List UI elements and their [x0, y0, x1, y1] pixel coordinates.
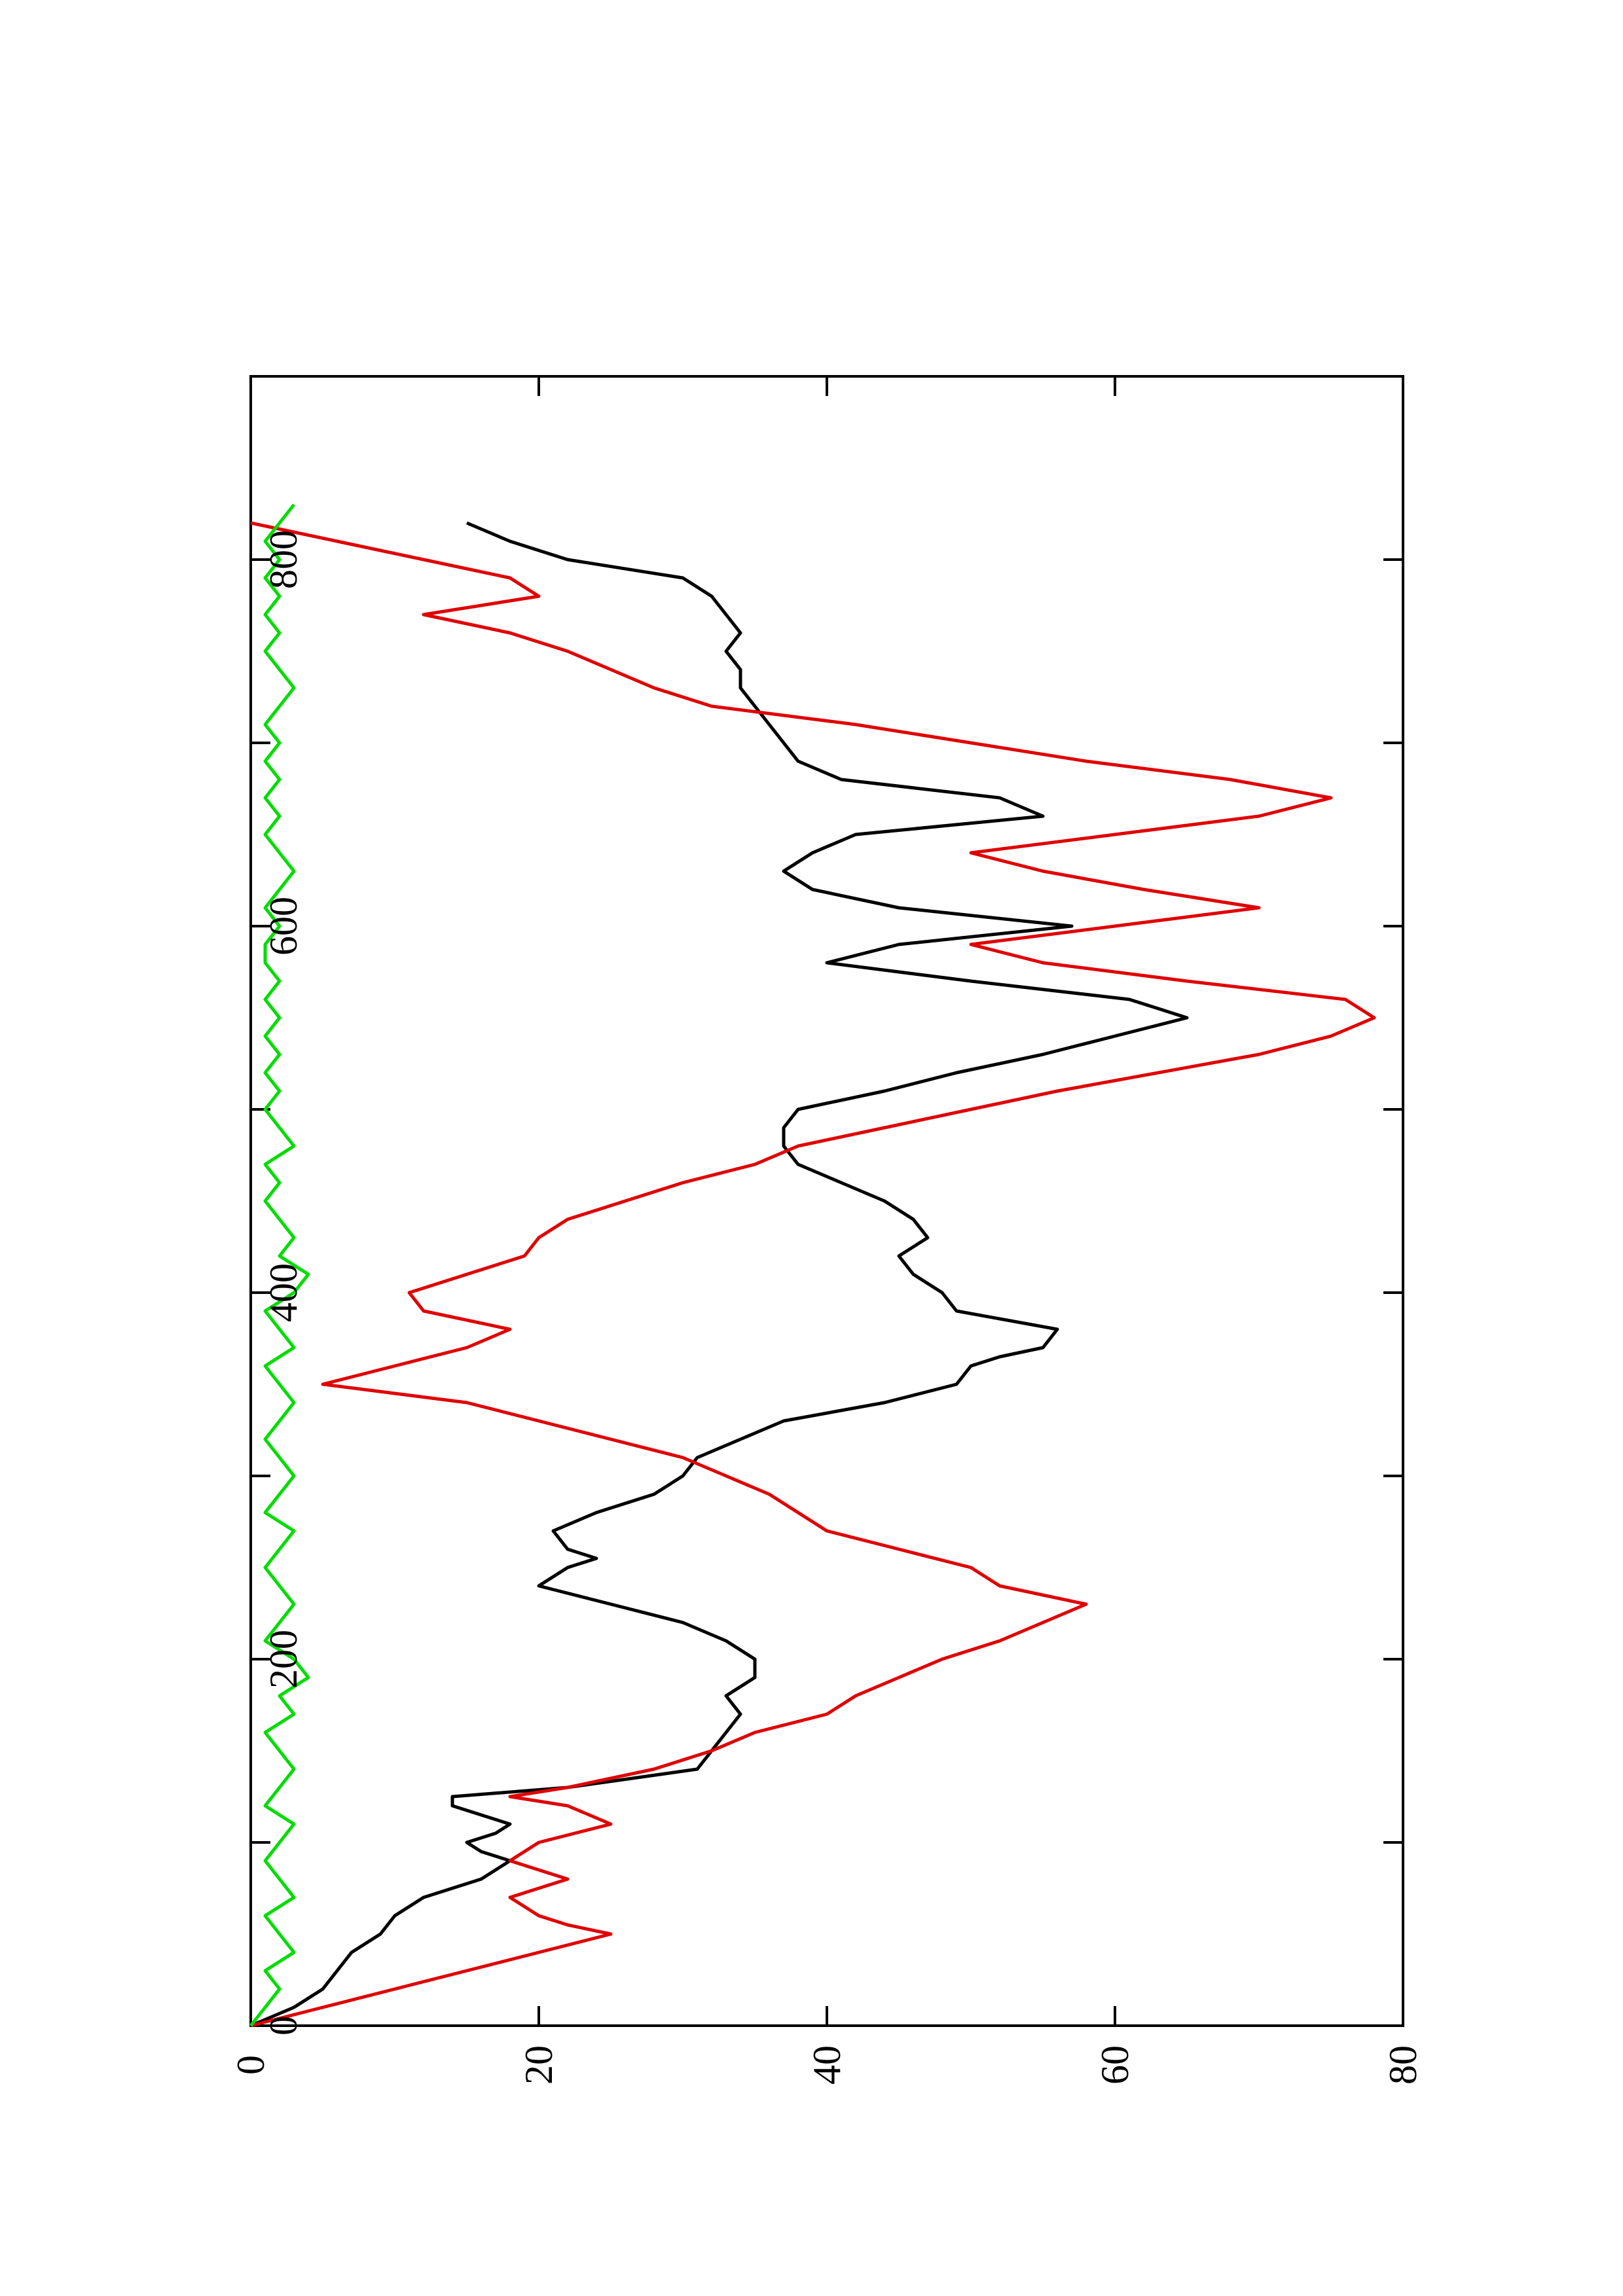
y-tick-label: 60 [1093, 2045, 1137, 2085]
tick-labels: 0 200 400 600 800 0 20 40 60 80 [229, 530, 1425, 2085]
x-tick-label: 0 [262, 2016, 305, 2036]
y-tick-label: 40 [805, 2045, 848, 2085]
x-tick-label: 600 [262, 897, 305, 956]
x-tick-label: 400 [262, 1263, 305, 1322]
axis-ticks [249, 376, 1404, 2027]
plot-area [249, 375, 1404, 2028]
y-tick-label: 80 [1381, 2045, 1425, 2085]
y-tick-label: 0 [229, 2055, 272, 2075]
series-line-1 [250, 521, 1376, 2028]
x-tick-label: 800 [262, 530, 305, 589]
y-tick-label: 20 [517, 2045, 560, 2085]
series-layer [249, 503, 1376, 2028]
series-line-0 [250, 521, 1189, 2028]
plot-frame [249, 375, 1404, 2027]
x-tick-label: 200 [262, 1630, 305, 1689]
series-line-2 [249, 503, 310, 2027]
